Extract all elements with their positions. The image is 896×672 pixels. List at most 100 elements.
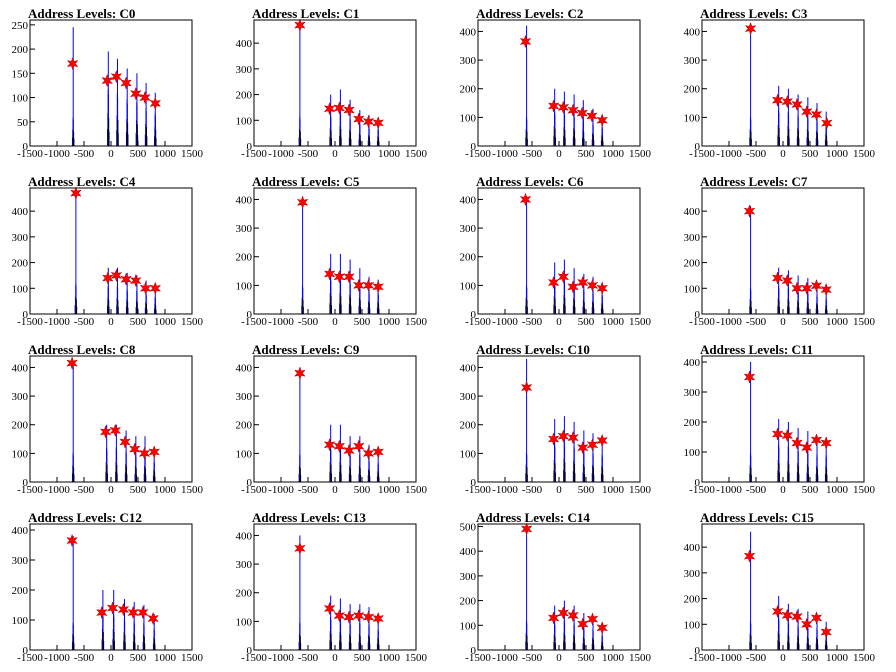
x-tick-label: -1500 [17, 148, 43, 160]
x-tick-label: 1000 [378, 148, 401, 160]
x-tick-label: 500 [578, 316, 595, 328]
histogram-peak [144, 83, 148, 146]
x-tick-label: 0 [332, 484, 338, 496]
x-tick-label: 0 [780, 316, 786, 328]
peak-marker [333, 101, 346, 115]
histogram-plot: 0 100 200 300 400 -1500 -1000 -500 0 500 1000 1500 [684, 355, 876, 496]
x-tick-label: 500 [354, 484, 371, 496]
y-tick-label: 100 [236, 448, 253, 460]
x-tick-label: 0 [332, 652, 338, 664]
x-tick-label: 0 [556, 652, 562, 664]
x-tick-label: -1500 [17, 316, 43, 328]
y-tick-label: 300 [12, 391, 29, 403]
y-tick-label: 300 [460, 571, 477, 583]
peak-marker [149, 96, 162, 111]
chart-title: Address Levels: C9 [252, 342, 360, 357]
peak-marker [120, 272, 132, 287]
y-tick-label: 100 [460, 448, 477, 460]
y-tick-label: 400 [12, 525, 29, 537]
peak-marker [547, 432, 560, 446]
y-tick-label: 300 [236, 559, 253, 571]
x-tick-label: -1500 [241, 316, 267, 328]
peak-marker [596, 433, 609, 448]
peak-marker [120, 76, 132, 90]
y-tick-label: 100 [12, 283, 29, 295]
peak-marker [149, 281, 162, 296]
x-tick-label: 1000 [826, 316, 849, 328]
peak-marker [333, 608, 346, 623]
peak-marker [294, 541, 306, 556]
y-tick-label: 300 [12, 232, 29, 244]
x-tick-label: 1500 [629, 316, 652, 328]
histogram-peak [525, 528, 528, 650]
peak-marker [333, 270, 346, 284]
histogram-peak [553, 262, 556, 314]
histogram-peak [358, 268, 362, 314]
x-tick-label: -500 [298, 316, 319, 328]
x-tick-label: -1000 [44, 316, 70, 328]
histogram-peak [553, 419, 556, 482]
x-tick-label: 0 [780, 652, 786, 664]
histogram-peak [815, 103, 819, 146]
x-tick-label: 1000 [602, 316, 625, 328]
chart-title: Address Levels: C4 [28, 174, 136, 189]
peak-marker [343, 270, 355, 284]
chart-panel-c15: 0 100 200 300 400 -1500 -1000 -500 0 500 1000 1500 A… [672, 504, 896, 672]
peak-marker [110, 69, 123, 84]
y-tick-label: 200 [12, 258, 29, 270]
histogram-peak [125, 272, 129, 314]
x-tick-label: 500 [578, 484, 595, 496]
peak-marker [771, 427, 784, 441]
x-tick-label: -1000 [44, 148, 70, 160]
peak-marker [791, 97, 803, 112]
peak-marker [372, 280, 385, 294]
peak-marker [323, 438, 336, 452]
histogram-peak [134, 436, 138, 482]
x-tick-label: -500 [74, 652, 95, 664]
x-tick-label: -500 [74, 484, 95, 496]
x-tick-label: 0 [108, 652, 114, 664]
peak-marker [781, 94, 794, 109]
y-tick-label: 400 [12, 206, 29, 218]
histogram-peak [572, 94, 576, 146]
y-tick-label: 400 [236, 530, 253, 542]
y-tick-label: 100 [684, 447, 701, 459]
y-tick-label: 200 [236, 90, 253, 102]
histogram-peak [796, 275, 800, 314]
histogram-peak [367, 115, 371, 146]
peak-marker [129, 273, 142, 288]
plot-frame [477, 355, 641, 483]
histogram-plot: 0 100 200 300 400 -1500 -1000 -500 0 500 1000 1500 [684, 523, 876, 664]
y-tick-label: 200 [460, 84, 477, 96]
chart-title: Address Levels: C11 [700, 342, 814, 357]
x-tick-label: -1000 [268, 316, 294, 328]
chart-panel-c7: 0 100 200 300 400 -1500 -1000 -500 0 500 1000 1500 A… [672, 168, 896, 336]
x-tick-label: -500 [746, 148, 767, 160]
histogram-peak [749, 531, 752, 650]
peak-marker [66, 56, 79, 71]
x-tick-label: -1000 [492, 316, 518, 328]
peak-marker [743, 370, 756, 384]
peak-marker [576, 440, 589, 455]
y-tick-label: 300 [236, 223, 253, 235]
x-tick-label: -1500 [17, 652, 43, 664]
histogram-peak [154, 92, 157, 146]
x-tick-label: -1500 [689, 148, 715, 160]
peak-marker [343, 443, 355, 458]
peak-marker [567, 103, 579, 117]
y-tick-label: 0 [695, 309, 701, 321]
peak-marker [99, 425, 112, 439]
histogram-peak [572, 421, 576, 482]
histogram-peak [525, 196, 528, 314]
peak-marker [596, 113, 609, 127]
histogram-plot: 0 100 200 300 400 -1500 -1000 -500 0 500 1000 1500 [12, 523, 204, 664]
histogram-peak [339, 424, 342, 482]
y-tick-label: 200 [684, 258, 701, 270]
x-tick-label: 0 [108, 148, 114, 160]
y-tick-label: 200 [12, 44, 29, 56]
y-tick-label: 300 [236, 64, 253, 76]
x-tick-label: -1500 [17, 484, 43, 496]
histogram-peak [123, 599, 126, 650]
peak-marker [744, 21, 757, 36]
x-tick-label: 1500 [629, 484, 652, 496]
